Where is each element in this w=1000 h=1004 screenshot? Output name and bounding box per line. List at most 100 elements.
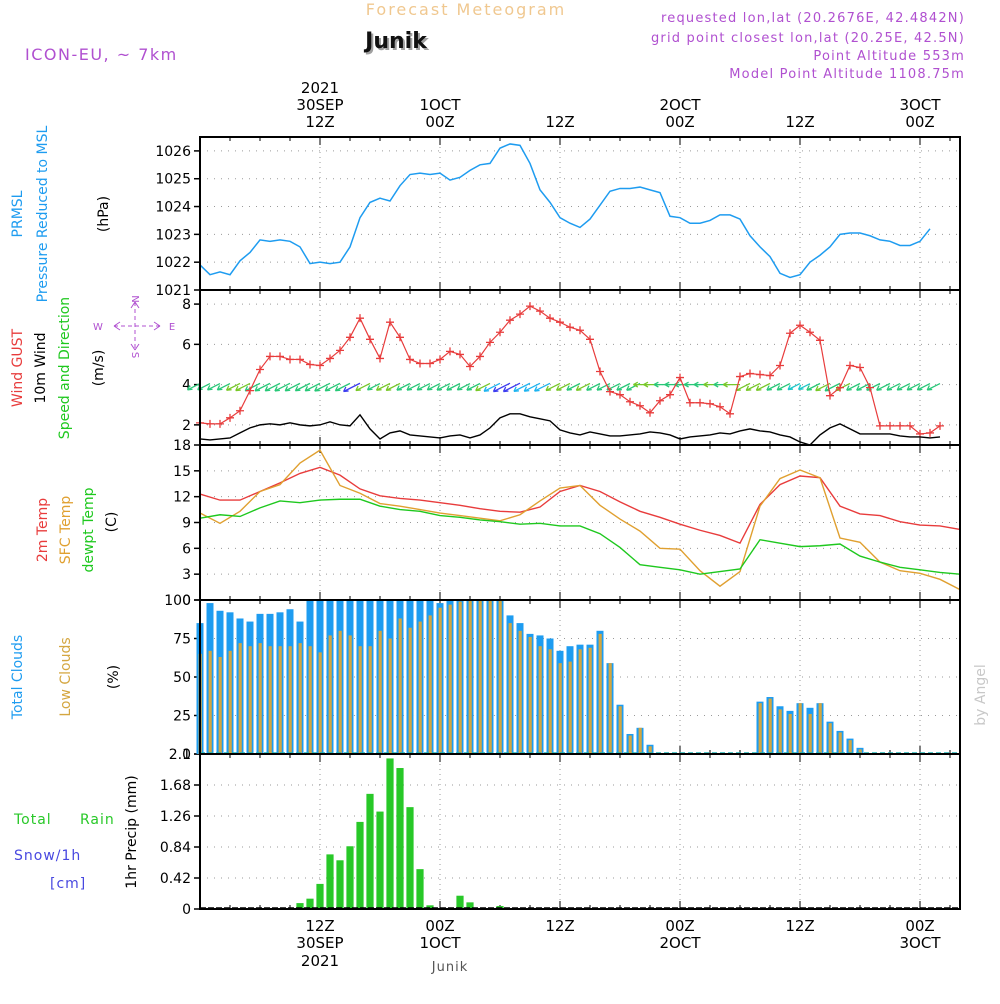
wind-arrow — [586, 382, 601, 391]
app-title: Forecast Meteogram — [366, 0, 566, 19]
top-hour-label: 12Z — [785, 113, 814, 131]
gust-marker — [226, 413, 234, 422]
wind-arrowhead — [375, 385, 382, 391]
wind-arrowhead — [566, 385, 572, 391]
y-tick-label: 6 — [182, 337, 191, 353]
wind-arrow — [396, 382, 411, 391]
wind-arrow — [776, 382, 791, 391]
rain-bar — [326, 854, 334, 909]
y-tick-label: 0.42 — [160, 871, 191, 887]
wind-arrowhead — [466, 385, 472, 391]
gust-marker — [686, 398, 694, 407]
rain-bar — [336, 860, 344, 909]
panel-4: 0 0.42 0.84 1.26 1.68 2.1 — [160, 747, 960, 918]
wind-arrowhead — [492, 386, 499, 393]
low-cloud-bar — [548, 649, 552, 754]
low-cloud-bar — [288, 646, 292, 754]
bottom-date-label: 3OCT — [900, 934, 942, 952]
wind-arrowhead — [545, 385, 552, 392]
wind-arrow — [556, 382, 571, 391]
gust-marker — [516, 310, 524, 319]
wind-arrowhead — [916, 385, 923, 391]
wind-arrow — [735, 382, 751, 392]
requested-coords: requested lon,lat (20.2676E, 42.4842N) — [661, 11, 965, 26]
wind-arrowhead — [274, 386, 280, 392]
gust-marker — [276, 352, 284, 361]
gust-marker — [246, 386, 254, 395]
y-tick-label: 12 — [173, 490, 191, 506]
rain-bar — [396, 768, 404, 909]
gust-marker — [636, 401, 644, 410]
low-cloud-bar — [328, 635, 332, 754]
bottom-year-label: 2021 — [301, 952, 339, 970]
rain-bar — [386, 758, 394, 909]
wind-arrow — [596, 382, 611, 391]
grid-point-coords: grid point closest lon,lat (20.25E, 42.5… — [651, 31, 965, 46]
wind-arrowhead — [683, 381, 689, 388]
gust-marker — [446, 347, 454, 356]
gust-marker — [486, 338, 494, 347]
wind-arrowhead — [304, 386, 311, 392]
wind-arrowhead — [722, 381, 728, 388]
wind-arrowhead — [886, 385, 893, 391]
wind-arrow — [304, 382, 321, 392]
low-cloud-bar — [798, 703, 802, 754]
rain-bar — [346, 846, 354, 909]
wind-arrowhead — [523, 386, 530, 392]
y-tick-label: 0 — [182, 747, 191, 763]
pressure-label-2: Pressure Reduced to MSL — [35, 125, 51, 302]
panel-frame — [199, 444, 961, 601]
gust-marker — [396, 333, 404, 342]
wind-labels: Wind GUST 10m Wind Speed and Direction (… — [10, 295, 175, 439]
wind-arrowhead — [426, 385, 433, 391]
panel-2: 0 3 6 9 12 15 18 — [173, 438, 960, 609]
gust-marker — [896, 421, 904, 430]
rain-bar — [426, 905, 434, 909]
y-tick-label: 25 — [173, 709, 191, 725]
wind-arrowhead — [343, 386, 349, 393]
dewpoint-line — [199, 498, 961, 575]
low-cloud-bar — [488, 600, 492, 754]
wind-arrow — [295, 382, 311, 392]
top-hour-label: 12Z — [305, 113, 334, 131]
gust-marker — [206, 419, 214, 428]
gust-marker — [426, 359, 434, 368]
low-cloud-bar — [438, 607, 442, 754]
gust-marker — [266, 352, 274, 361]
wind-arrow — [367, 382, 381, 391]
wind-arrowhead — [385, 385, 392, 392]
sfc-label: SFC Temp — [58, 496, 74, 565]
precip-axis-label: 1hr Precip (mm) — [124, 775, 140, 888]
y-tick-label: 1025 — [155, 172, 191, 188]
low-cloud-bar — [808, 713, 812, 754]
gust-marker — [856, 363, 864, 372]
panel-1: 2 4 6 8 — [182, 290, 960, 445]
gust-marker — [586, 335, 594, 344]
wind-arrow — [534, 382, 551, 392]
wind-arrowhead — [235, 385, 241, 392]
y-tick-label: 15 — [173, 464, 191, 480]
location-title-front: Junik — [363, 29, 428, 54]
gust-marker — [286, 355, 294, 364]
wind-arrows — [186, 381, 941, 393]
gust-marker — [846, 361, 854, 370]
top-hour-label: 00Z — [665, 113, 694, 131]
low-cloud-bar — [258, 643, 262, 754]
wind-arrow — [284, 382, 301, 392]
precip-cm-label: [cm] — [50, 876, 86, 892]
wind-arrowhead — [225, 385, 232, 391]
wind-arrow — [513, 382, 531, 392]
gust-marker — [596, 367, 604, 376]
low-cloud-bar — [528, 636, 532, 754]
y-tick-label: 0 — [182, 902, 191, 918]
low-cloud-bar — [268, 646, 272, 754]
wind-arrowhead — [254, 386, 261, 392]
wind-arrow — [745, 382, 761, 391]
wind-arrowhead — [806, 385, 812, 391]
low-cloud-bar — [308, 646, 312, 754]
top-date-label: 1OCT — [420, 96, 462, 114]
clouds-unit: (%) — [106, 665, 122, 689]
gust-marker — [796, 321, 804, 330]
wind-arrow — [896, 382, 911, 391]
wind-arrowhead — [626, 385, 632, 391]
